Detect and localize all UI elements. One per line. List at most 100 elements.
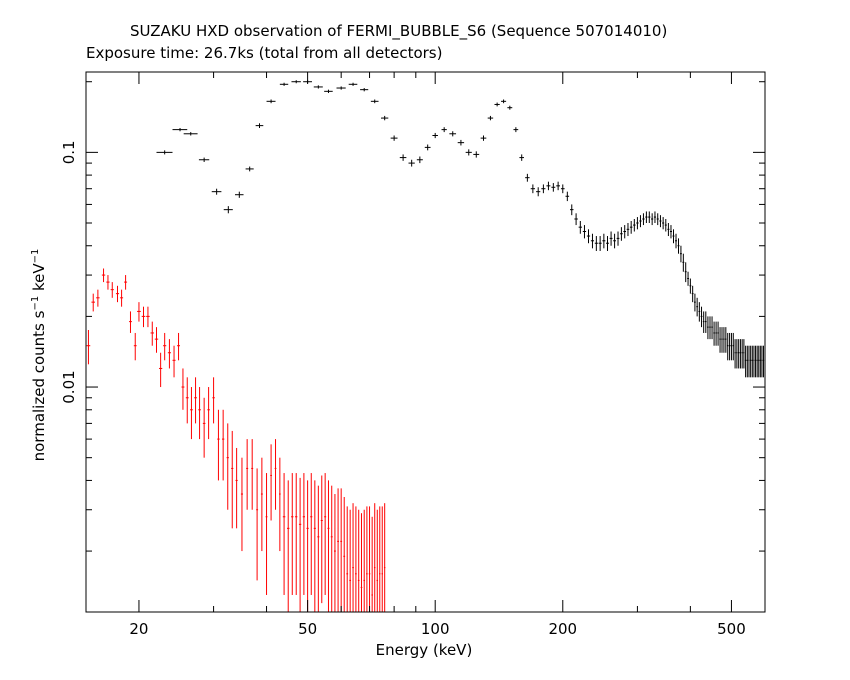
data-point	[684, 262, 687, 283]
data-point	[530, 184, 536, 194]
data-point	[669, 225, 672, 239]
data-point	[546, 181, 551, 191]
data-point	[694, 293, 696, 312]
x-axis-label: Energy (keV)	[376, 641, 473, 659]
data-point	[317, 485, 320, 612]
data-point	[158, 352, 163, 388]
data-point	[291, 80, 301, 84]
data-point	[639, 215, 642, 228]
data-point	[167, 339, 171, 369]
data-point	[675, 233, 678, 249]
data-point	[270, 444, 272, 521]
data-point	[255, 123, 264, 128]
data-point	[348, 82, 358, 86]
data-point	[653, 211, 657, 224]
data-point	[274, 439, 277, 510]
data-point	[324, 89, 333, 94]
data-point	[743, 339, 745, 369]
data-point	[133, 332, 137, 361]
data-point	[719, 327, 721, 353]
data-point	[728, 332, 731, 361]
data-point	[217, 409, 220, 481]
data-point	[715, 321, 717, 346]
data-point	[734, 339, 736, 369]
data-point	[556, 181, 561, 191]
data-point	[371, 516, 373, 612]
x-tick-label: 20	[129, 620, 148, 638]
data-point	[245, 166, 254, 172]
data-point	[662, 217, 665, 230]
data-point	[381, 506, 383, 612]
data-point	[86, 330, 91, 365]
data-point	[302, 473, 306, 595]
data-point	[146, 306, 150, 328]
data-point	[582, 225, 587, 239]
data-series	[156, 80, 765, 378]
data-point	[717, 321, 719, 346]
plot-frame	[85, 71, 766, 613]
y-label-exp2: −1	[30, 249, 41, 264]
data-point	[723, 327, 725, 353]
data-point	[667, 223, 670, 237]
data-point	[645, 211, 648, 224]
data-point	[181, 368, 185, 410]
y-tick-label: 0.1	[60, 140, 78, 164]
data-point	[251, 439, 254, 510]
data-point	[279, 82, 289, 86]
data-point	[725, 327, 727, 353]
data-point	[633, 219, 636, 232]
data-point	[682, 253, 685, 272]
data-point	[390, 135, 398, 141]
x-tick-label: 500	[717, 620, 746, 638]
data-point	[737, 339, 740, 369]
data-point	[96, 289, 100, 307]
data-point	[256, 468, 259, 581]
data-point	[298, 477, 302, 612]
data-point	[748, 345, 750, 378]
data-point	[198, 157, 210, 162]
data-point	[432, 132, 438, 139]
data-point	[313, 85, 323, 89]
data-point	[629, 220, 633, 234]
data-point	[711, 316, 713, 340]
data-point	[207, 387, 210, 440]
data-point	[691, 285, 694, 303]
data-point	[278, 457, 281, 552]
data-point	[355, 506, 357, 612]
data-point	[235, 447, 238, 529]
data-point	[636, 217, 639, 230]
data-point	[465, 149, 472, 156]
data-point	[340, 488, 343, 612]
y-tick-label: 0.01	[60, 370, 78, 403]
data-point	[163, 332, 167, 361]
data-point	[124, 275, 128, 290]
data-point	[202, 397, 206, 458]
axes-layer: 20 50 100 200 500 0.1 0.01	[60, 71, 766, 638]
data-point	[709, 316, 711, 340]
data-point	[282, 473, 286, 595]
data-point	[306, 480, 309, 612]
data-point	[672, 229, 675, 244]
data-point	[689, 278, 692, 294]
data-point	[590, 233, 595, 249]
data-point	[480, 135, 487, 141]
data-point	[606, 236, 609, 251]
data-point	[240, 457, 244, 552]
data-point	[741, 339, 743, 369]
data-point	[623, 225, 627, 239]
data-point	[721, 327, 723, 353]
chart-title: SUZAKU HXD observation of FERMI_BUBBLE_S…	[130, 22, 668, 40]
data-point	[360, 88, 369, 92]
data-series	[86, 268, 386, 612]
x-tick-label: 50	[298, 620, 317, 638]
data-point	[120, 289, 124, 307]
data-point	[753, 345, 755, 378]
data-point	[416, 156, 423, 164]
data-point	[551, 183, 556, 192]
data-point	[337, 488, 340, 612]
data-point	[700, 306, 703, 328]
data-point	[373, 503, 376, 612]
data-point	[754, 345, 757, 378]
data-point	[154, 327, 159, 353]
